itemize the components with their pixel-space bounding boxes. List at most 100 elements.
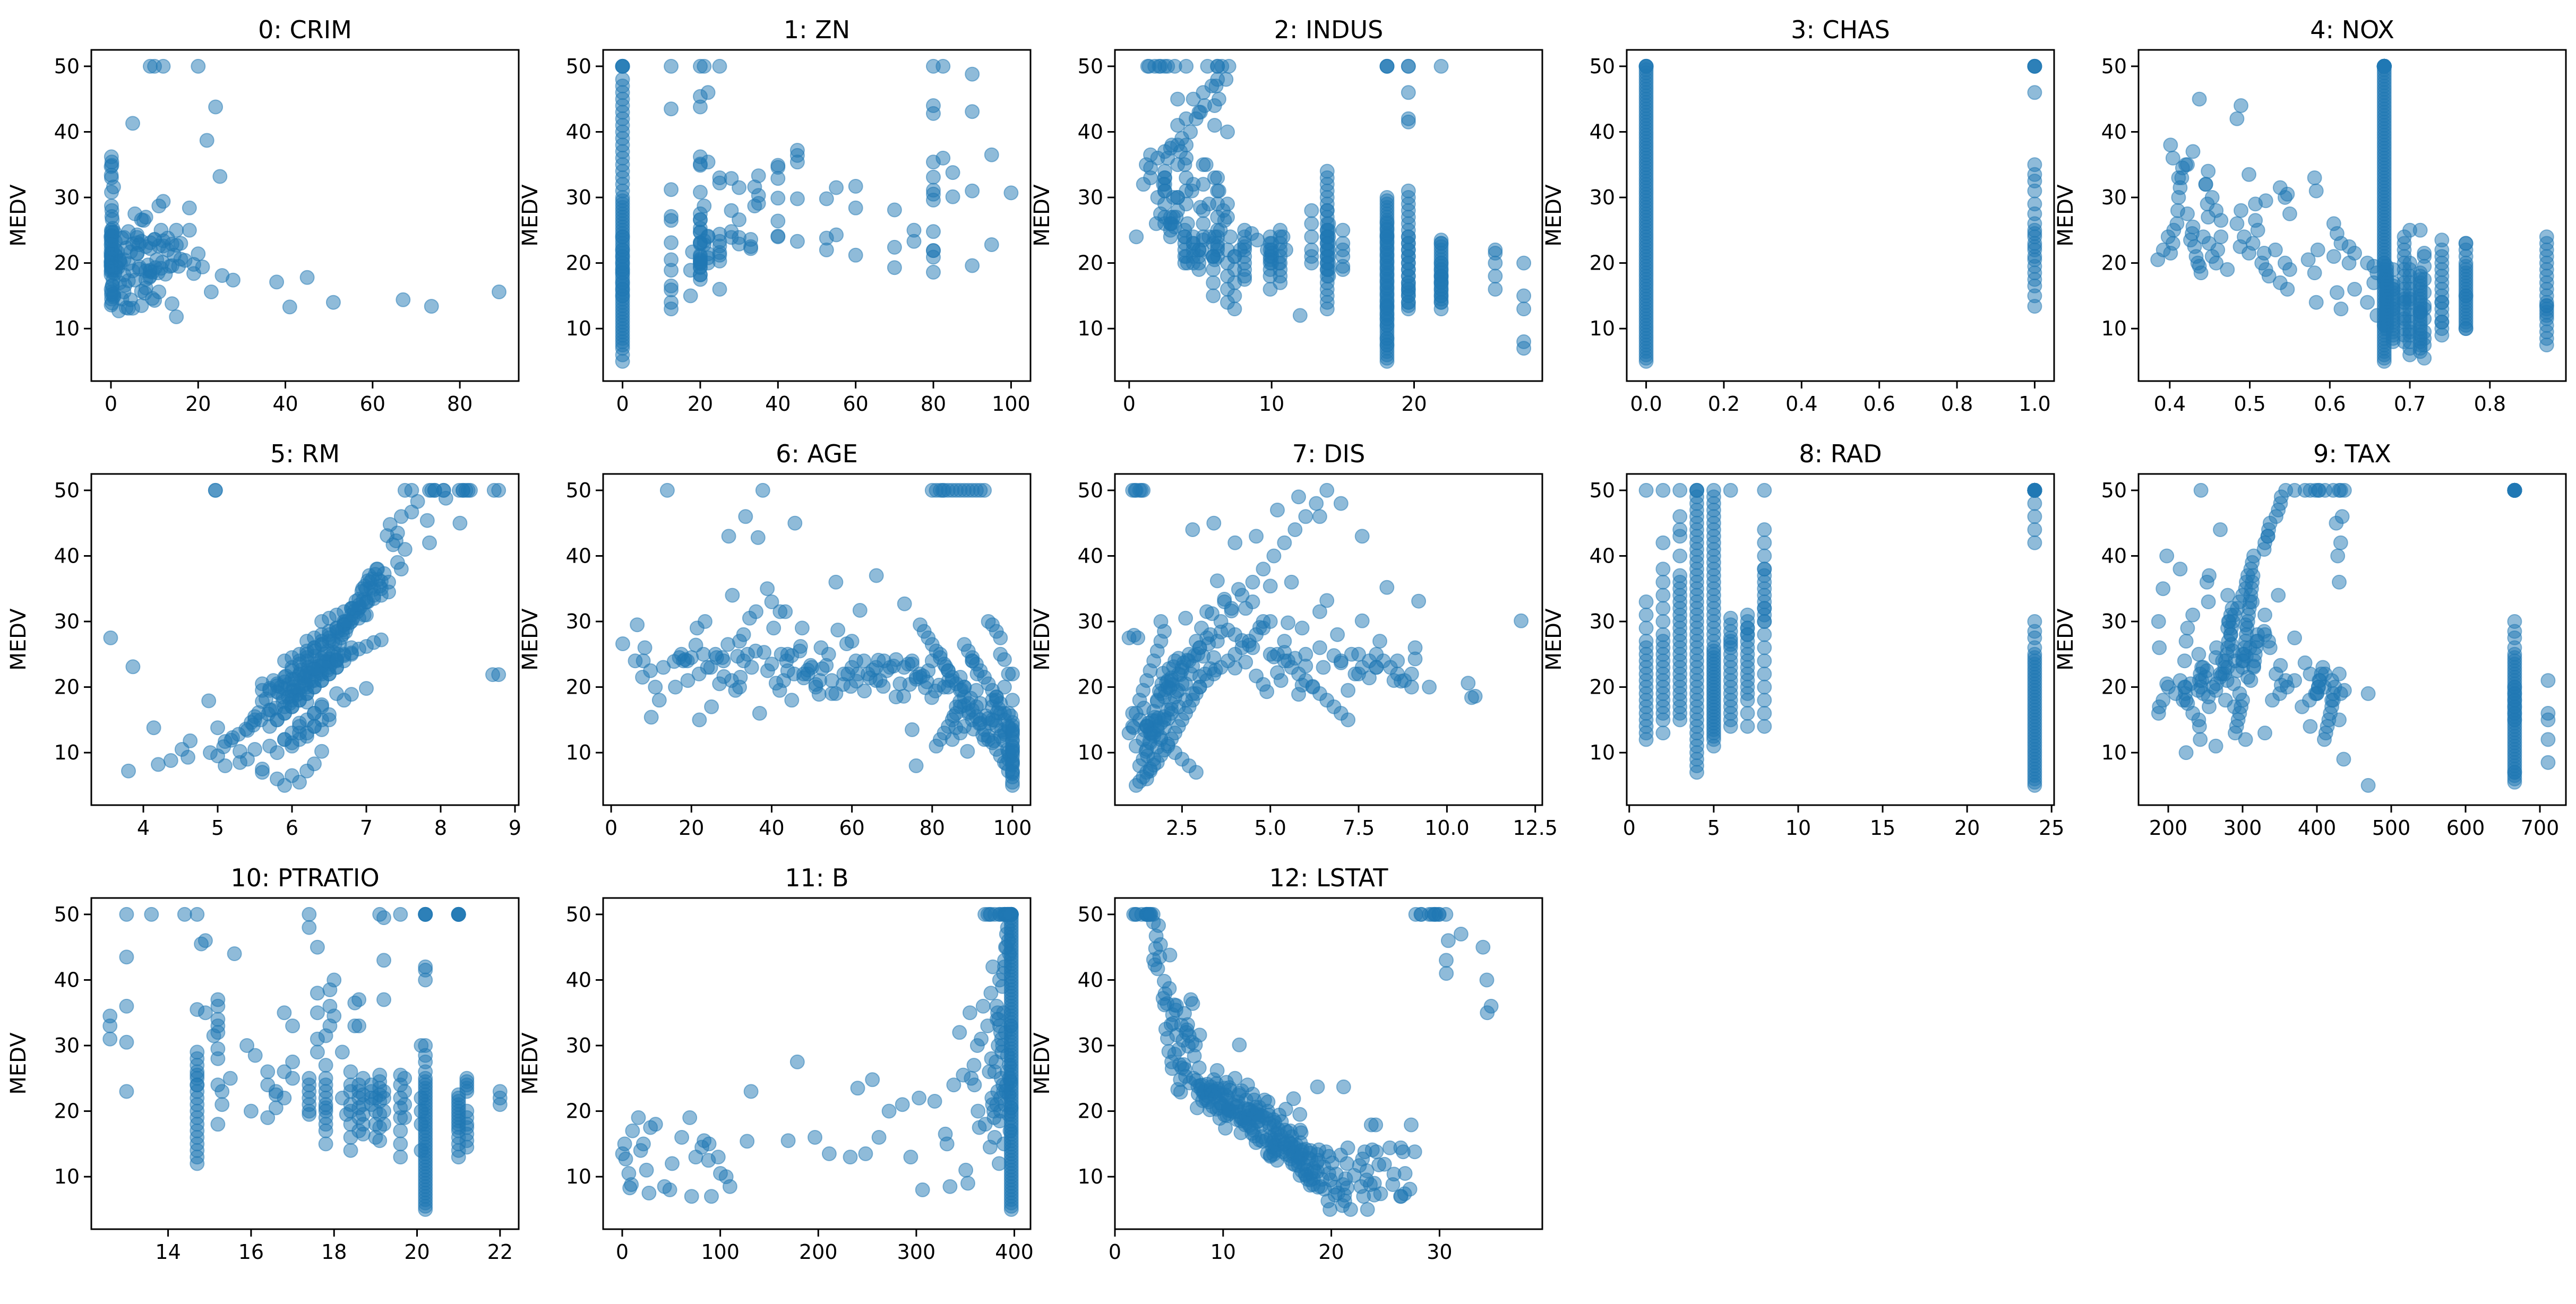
y-tick-label: 30 xyxy=(1078,1034,1103,1057)
y-tick-label: 20 xyxy=(54,252,80,275)
data-point xyxy=(1330,627,1345,642)
data-point xyxy=(935,150,951,166)
data-point xyxy=(615,288,630,304)
data-point xyxy=(314,744,329,759)
data-point xyxy=(1757,653,1772,669)
data-point xyxy=(844,634,860,649)
data-point xyxy=(704,1189,719,1204)
x-tick-label: 10 xyxy=(1259,392,1284,416)
data-point xyxy=(693,260,708,274)
x-tick-label: 12.5 xyxy=(1513,816,1558,840)
data-point xyxy=(125,116,140,131)
data-point xyxy=(2202,699,2217,714)
data-point xyxy=(2191,646,2206,662)
data-point xyxy=(958,1162,974,1178)
data-point xyxy=(1340,1140,1355,1155)
data-point xyxy=(1655,726,1671,741)
data-point xyxy=(2176,693,2191,708)
data-point xyxy=(418,972,433,988)
y-tick-label: 30 xyxy=(54,186,80,209)
y-tick-label: 40 xyxy=(566,968,591,991)
data-point xyxy=(247,1048,263,1063)
data-point xyxy=(169,309,184,324)
data-point xyxy=(486,482,502,498)
data-point xyxy=(210,992,226,1007)
y-axis-label: MEDV xyxy=(518,184,543,247)
data-point xyxy=(1206,249,1221,264)
data-point xyxy=(2163,137,2178,153)
data-point xyxy=(1185,996,1200,1011)
data-point xyxy=(2540,732,2556,747)
subplot-title: 12: LSTAT xyxy=(1269,863,1388,892)
data-point xyxy=(427,482,442,498)
data-point xyxy=(1220,124,1235,140)
data-point xyxy=(2540,755,2556,770)
data-point xyxy=(1141,58,1157,74)
data-point xyxy=(203,745,218,761)
x-tick-label: 10.0 xyxy=(1424,816,1470,840)
data-point xyxy=(700,85,716,100)
data-point xyxy=(1401,85,1416,100)
data-point xyxy=(1227,627,1243,642)
scatter-points xyxy=(104,58,506,324)
data-point xyxy=(1439,953,1454,968)
scatter-points xyxy=(1126,906,1499,1217)
data-point xyxy=(710,1150,726,1165)
data-point xyxy=(2332,666,2347,681)
y-tick-label: 10 xyxy=(566,741,591,764)
data-point xyxy=(1312,604,1327,619)
scatter-points xyxy=(1129,58,1532,369)
data-point xyxy=(1397,1166,1413,1181)
x-tick-label: 300 xyxy=(897,1240,936,1264)
data-point xyxy=(376,953,391,968)
data-point xyxy=(393,1136,408,1152)
data-point xyxy=(615,58,630,74)
data-point xyxy=(2220,262,2235,277)
data-point xyxy=(310,939,325,955)
data-point xyxy=(929,738,944,754)
data-point xyxy=(1129,229,1144,245)
data-point xyxy=(1220,196,1235,212)
data-point xyxy=(390,525,405,541)
data-point xyxy=(1003,906,1018,922)
data-point xyxy=(750,530,766,545)
data-point xyxy=(664,263,679,278)
data-point xyxy=(1227,262,1242,277)
data-point xyxy=(865,1072,880,1087)
data-point xyxy=(1757,614,1772,629)
x-tick-label: 4 xyxy=(137,816,150,840)
data-point xyxy=(393,1150,408,1165)
axes-frame xyxy=(90,473,520,806)
data-point xyxy=(1292,308,1308,323)
data-point xyxy=(1379,229,1395,245)
data-point xyxy=(1757,482,1772,498)
y-tick-label: 30 xyxy=(566,186,591,209)
y-tick-label: 30 xyxy=(566,610,591,633)
data-point xyxy=(1263,578,1278,594)
data-point xyxy=(2539,298,2554,313)
data-point xyxy=(1379,215,1395,230)
data-point xyxy=(1723,482,1738,498)
data-point xyxy=(997,652,1012,667)
data-point xyxy=(325,295,341,310)
data-point xyxy=(926,186,941,202)
data-point xyxy=(752,706,767,721)
y-tick-label: 20 xyxy=(1078,676,1103,699)
data-point xyxy=(770,229,786,245)
data-point xyxy=(2310,242,2325,257)
data-point xyxy=(2540,673,2556,688)
data-point xyxy=(2171,170,2186,185)
data-point xyxy=(1249,529,1264,544)
data-point xyxy=(1153,614,1169,629)
data-point xyxy=(784,693,800,708)
data-point xyxy=(2027,535,2042,550)
x-tick-label: 30 xyxy=(1427,1240,1452,1264)
x-tick-label: 0.8 xyxy=(1941,392,1973,416)
data-point xyxy=(836,666,852,681)
data-point xyxy=(1162,947,1178,963)
y-tick-label: 50 xyxy=(1590,55,1615,78)
y-axis-label: MEDV xyxy=(2054,184,2078,247)
y-axis-label: MEDV xyxy=(518,608,543,671)
data-point xyxy=(794,620,810,636)
